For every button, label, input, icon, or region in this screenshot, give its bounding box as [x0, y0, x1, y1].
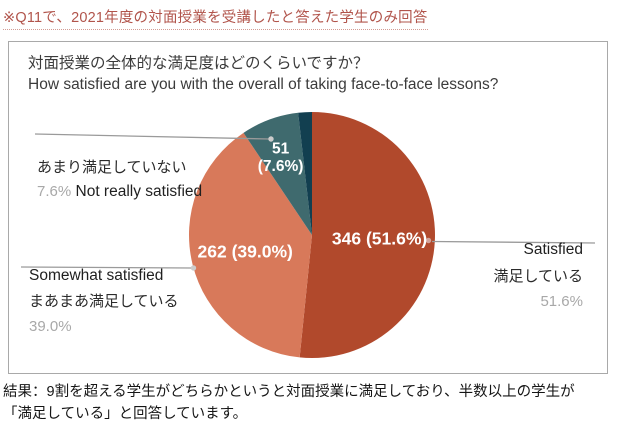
callout-not-really-pct: 7.6% — [37, 183, 72, 200]
leader-dot-not-really-satisfied — [268, 136, 274, 142]
callout-not-really-text: Not really satisfied — [71, 183, 203, 200]
leader-dot-satisfied — [425, 237, 432, 244]
pie-slices — [188, 112, 435, 358]
callout-satisfied-label-ja: 満足している — [493, 268, 583, 285]
leader-line-satisfied — [431, 240, 596, 244]
callout-satisfied-pct: 51.6% — [540, 293, 583, 310]
callout-somewhat-label-ja: まあまあ満足している — [29, 293, 179, 310]
pie-value-label-1: 262 (39.0%) — [198, 242, 293, 262]
chart-panel: 346 (51.6%) 262 (39.0%) 51 (7.6%) 対面授業の全体的な… — [8, 41, 608, 374]
result-text: 結果：9割を超える学生がどちらかというと対面授業に満足しており、半数以上の学生が… — [3, 381, 615, 425]
pie-slice-satisfied — [299, 112, 435, 358]
leader-dot-somewhat-satisfied — [190, 265, 197, 271]
callout-satisfied: Satisfied 満足している 51.6% — [493, 241, 583, 310]
pie-slice-not-really-satisfied — [243, 112, 312, 235]
survey-note: ※Q11で、2021年度の対面授業を受講したと答えた学生のみ回答 — [3, 6, 428, 30]
callout-somewhat-pct: 39.0% — [29, 318, 72, 335]
chart-title: 対面授業の全体的な満足度はどのくらいですか？ How satisfied are… — [28, 53, 498, 95]
pie-slice-somewhat-satisfied — [188, 132, 312, 358]
pie-chart: 346 (51.6%) 262 (39.0%) 51 (7.6%) — [20, 112, 596, 358]
leader-line-not-really-satisfied — [34, 133, 270, 140]
pie-value-label-2: 51 (7.6%) — [258, 141, 304, 176]
callout-not-really-label-ja: あまり満足していない — [37, 159, 187, 176]
pie-slice-segment-3 — [298, 112, 312, 235]
chart-title-en: How satisfied are you with the overall o… — [28, 76, 499, 93]
pie-slice-labels: 346 (51.6%) 262 (39.0%) 51 (7.6%) — [198, 141, 428, 262]
result-line-2: 「満足している」と回答しています。 — [3, 406, 248, 422]
callout-somewhat-satisfied: Somewhat satisfied まあまあ満足している 39.0% — [29, 267, 179, 335]
result-line-1: 結果：9割を超える学生がどちらかというと対面授業に満足しており、半数以上の学生が — [3, 384, 575, 400]
chart-title-ja: 対面授業の全体的な満足度はどのくらいですか？ — [28, 55, 369, 72]
survey-note-text: ※Q11で、2021年度の対面授業を受講したと答えた学生のみ回答 — [3, 10, 428, 30]
callout-satisfied-label-en: Satisfied — [523, 241, 583, 258]
callout-not-really-label-en: 7.6% Not really satisfied — [37, 183, 202, 201]
callout-somewhat-label-en: Somewhat satisfied — [29, 267, 164, 284]
callout-not-really-satisfied: あまり満足していない 7.6% Not really satisfied — [37, 156, 202, 201]
pie-value-label-0: 346 (51.6%) — [332, 228, 427, 248]
leader-line-somewhat-satisfied — [20, 266, 192, 269]
leader-lines — [20, 133, 596, 271]
